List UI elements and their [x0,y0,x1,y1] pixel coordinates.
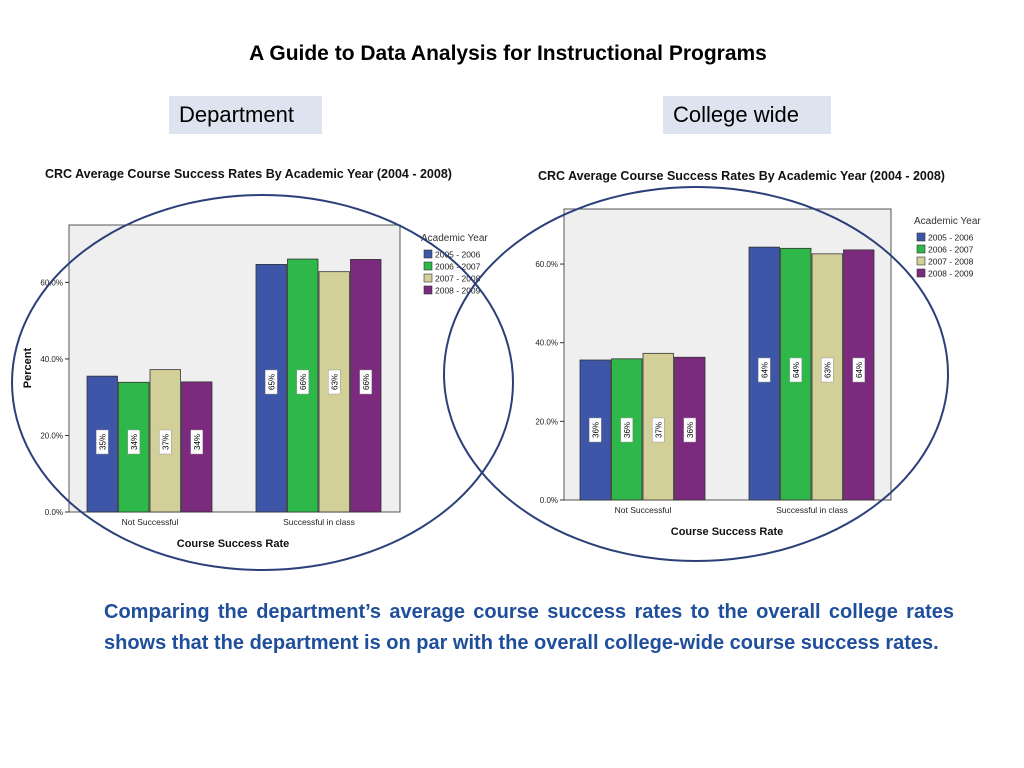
legend-swatch [917,245,925,253]
data-label: 64% [792,362,801,378]
data-label-group: 37% [652,418,664,442]
data-label: 64% [760,362,769,378]
category-label: Successful in class [776,505,848,515]
data-label: 36% [686,422,695,438]
data-label-group: 36% [589,418,601,442]
y-tick-label: 60.0% [535,260,558,269]
data-label: 63% [823,362,832,378]
data-label-group: 63% [821,358,833,382]
legend-entry: 2008 - 2009 [928,269,974,279]
data-label-group: 64% [853,358,865,382]
data-label-group: 64% [790,358,802,382]
legend-swatch [917,233,925,241]
x-axis-label: Course Success Rate [671,526,784,538]
chart-title: CRC Average Course Success Rates By Acad… [538,169,945,183]
legend-title: Academic Year [914,216,981,227]
y-tick-label: 20.0% [535,417,558,426]
y-tick-label: 0.0% [540,496,558,505]
legend-entry: 2005 - 2006 [928,233,974,243]
data-label: 36% [623,422,632,438]
legend-swatch [917,269,925,277]
category-label: Not Successful [615,505,672,515]
y-tick-label: 40.0% [535,339,558,348]
college-wide-chart: CRC Average Course Success Rates By Acad… [0,0,1024,600]
caption-text: Comparing the department’s average cours… [104,597,954,659]
data-label: 64% [855,362,864,378]
data-label: 37% [654,422,663,438]
data-label: 36% [591,422,600,438]
legend-entry: 2007 - 2008 [928,257,974,267]
data-label-group: 36% [684,418,696,442]
data-label-group: 64% [758,358,770,382]
data-label-group: 36% [621,418,633,442]
legend-entry: 2006 - 2007 [928,245,974,255]
legend-swatch [917,257,925,265]
